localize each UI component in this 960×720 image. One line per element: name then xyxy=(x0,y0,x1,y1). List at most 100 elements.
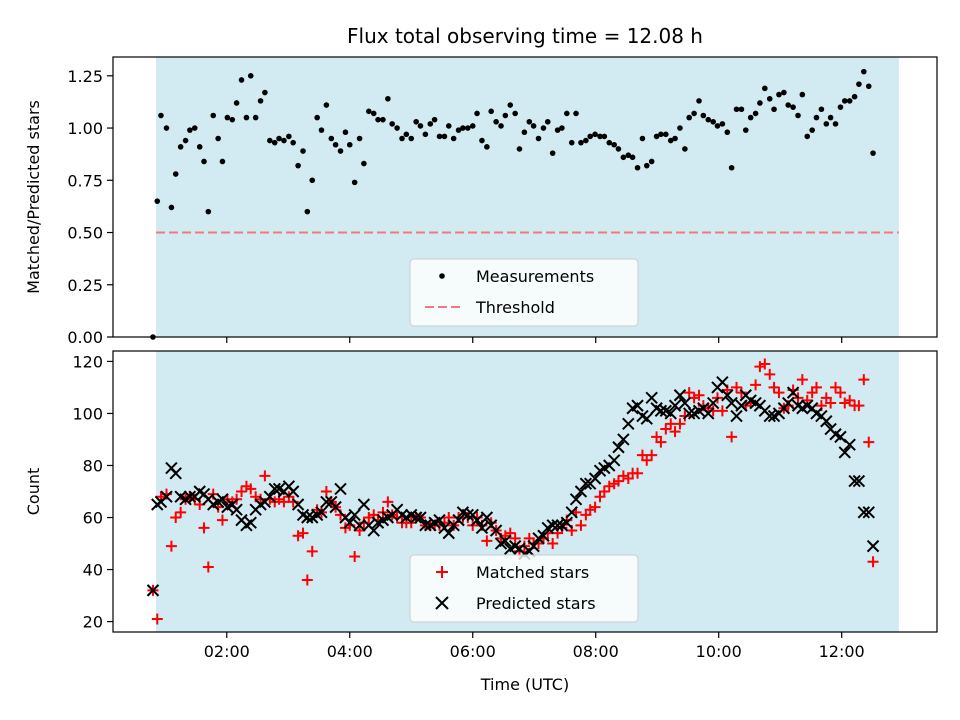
measurements-point xyxy=(795,112,801,119)
predicted-stars-point xyxy=(763,409,776,423)
top-legend: Measurements Threshold xyxy=(409,258,639,327)
legend-measurements-marker xyxy=(439,273,445,279)
measurements-point xyxy=(314,114,320,121)
measurements-point xyxy=(210,112,217,119)
measurements-point xyxy=(865,83,872,90)
measurements-point xyxy=(375,116,381,123)
bottom-x-ticks: 02:00 04:00 06:00 08:00 10:00 12:00 xyxy=(204,632,865,661)
top-y-ticks: 0.00 0.25 0.50 0.75 1.00 1.25 xyxy=(67,67,113,347)
predicted-stars-point xyxy=(414,511,427,524)
measurements-point xyxy=(271,139,278,146)
measurements-point xyxy=(493,118,499,125)
measurements-point xyxy=(667,137,674,144)
measurements-point xyxy=(267,137,273,144)
bot-xtick-label: 06:00 xyxy=(450,642,496,661)
predicted-stars-point xyxy=(329,500,342,514)
measurements-point xyxy=(286,133,292,140)
matched-stars-point xyxy=(382,496,394,508)
measurements-point xyxy=(790,104,796,110)
measurements-point xyxy=(837,104,844,110)
measurements-point xyxy=(710,118,716,125)
measurements-point xyxy=(813,114,820,121)
matched-stars-point xyxy=(726,431,738,443)
measurements-point xyxy=(634,164,641,171)
measurements-point xyxy=(290,139,296,146)
measurements-point xyxy=(507,102,514,108)
matched-stars-point xyxy=(839,397,851,409)
predicted-stars-point xyxy=(612,441,625,454)
matched-stars-point xyxy=(768,381,780,393)
measurements-point xyxy=(460,125,466,131)
predicted-stars-point xyxy=(565,506,578,519)
predicted-stars-point xyxy=(216,493,229,506)
predicted-stars-point xyxy=(682,407,696,420)
measurements-point xyxy=(252,114,259,121)
measurements-point xyxy=(625,152,632,159)
measurements-point xyxy=(540,125,547,131)
predicted-stars-point xyxy=(263,490,277,503)
matched-stars-point xyxy=(754,361,766,373)
predicted-stars-point xyxy=(470,513,484,527)
predicted-stars-point xyxy=(848,474,861,488)
bot-ytick-label: 60 xyxy=(83,509,103,528)
matched-stars-point xyxy=(575,519,587,531)
legend-predicted-marker xyxy=(435,596,449,610)
measurements-point xyxy=(455,127,462,133)
measurements-point xyxy=(370,110,377,117)
matched-stars-point xyxy=(259,470,271,482)
matched-stars-point xyxy=(632,467,644,479)
measurements-point xyxy=(488,108,494,115)
matched-stars-point xyxy=(170,512,182,524)
measurements-point xyxy=(295,162,301,169)
measurements-point xyxy=(342,129,349,136)
predicted-stars-point xyxy=(244,516,257,529)
predicted-stars-point xyxy=(409,511,423,524)
predicted-stars-point xyxy=(160,490,173,503)
predicted-stars-point xyxy=(320,495,333,509)
measurements-point xyxy=(549,150,556,156)
measurements-point xyxy=(431,116,438,123)
matched-stars-point xyxy=(655,436,667,448)
measurements-point xyxy=(346,141,353,148)
predicted-stars-point xyxy=(820,415,833,428)
measurements-point xyxy=(465,125,471,131)
measurements-point xyxy=(870,150,876,156)
bot-ytick-label: 40 xyxy=(83,561,103,580)
measurements-point xyxy=(663,131,669,138)
top-ytick-label: 1.00 xyxy=(67,119,103,138)
matched-stars-point xyxy=(825,397,837,409)
measurements-point xyxy=(351,179,358,186)
predicted-stars-point xyxy=(654,404,668,418)
measurements-point xyxy=(413,118,419,125)
predicted-stars-point xyxy=(664,407,677,420)
measurements-point xyxy=(818,106,825,113)
predicted-stars-point xyxy=(433,513,446,527)
bottom-y-ticks: 20 40 60 80 100 120 xyxy=(72,352,113,632)
matched-stars-point xyxy=(853,400,865,412)
predicted-stars-point xyxy=(343,516,356,529)
measurements-point xyxy=(691,110,697,117)
bot-xtick-label: 08:00 xyxy=(573,642,619,661)
matched-stars-point xyxy=(603,480,615,492)
matched-stars-point xyxy=(349,551,361,563)
matched-stars-point xyxy=(278,496,290,508)
measurements-point xyxy=(224,114,231,121)
legend-predicted-label: Predicted stars xyxy=(476,594,596,613)
predicted-stars-point xyxy=(862,506,875,519)
measurements-point xyxy=(719,121,726,127)
matched-stars-point xyxy=(646,449,658,461)
predicted-stars-point xyxy=(301,511,314,524)
measurements-point xyxy=(422,131,429,138)
predicted-stars-point xyxy=(631,399,644,412)
measurements-point xyxy=(856,81,862,87)
predicted-stars-point xyxy=(574,485,588,498)
matched-stars-point xyxy=(320,486,332,497)
measurements-point xyxy=(587,133,593,140)
matched-stars-point xyxy=(683,387,695,399)
measurements-point xyxy=(417,123,424,129)
matched-stars-point xyxy=(151,613,163,625)
bot-ytick-label: 100 xyxy=(72,404,103,423)
matched-stars-point xyxy=(547,538,559,550)
measurements-point xyxy=(309,177,316,184)
measurements-point xyxy=(233,100,240,106)
